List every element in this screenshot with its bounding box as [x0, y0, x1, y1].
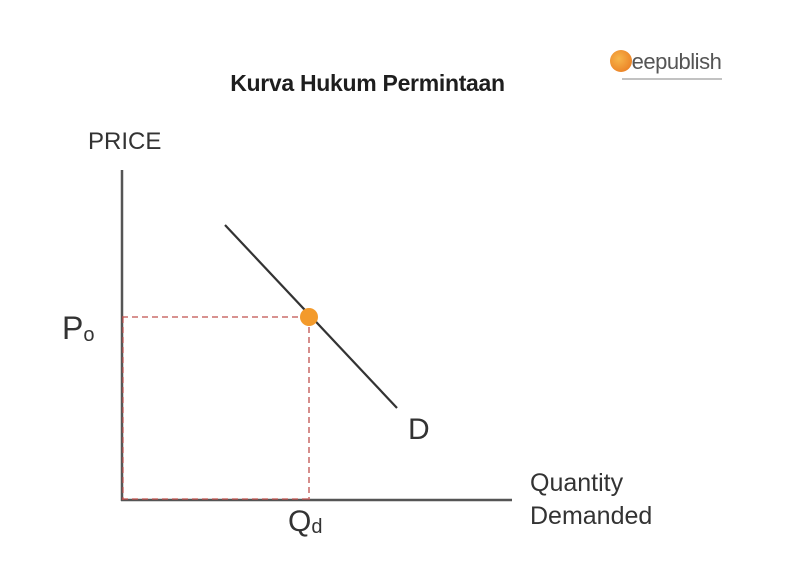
demand-curve-label: D — [408, 413, 430, 446]
logo-tagline — [622, 78, 722, 80]
y-axis-label: PRICE — [88, 128, 162, 155]
quantity-point-label: Qd — [288, 505, 322, 539]
x-axis-label-line2: Demanded — [530, 502, 653, 530]
x-axis-label: Quantity Demanded — [530, 467, 652, 533]
quantity-point-sub: d — [311, 516, 323, 538]
quantity-point-main: Q — [288, 505, 312, 538]
logo-circle-icon — [610, 50, 632, 72]
price-point-main: P — [62, 310, 84, 346]
price-point-label: Po — [62, 310, 94, 347]
logo-wordmark: eepublish — [626, 49, 722, 74]
equilibrium-point — [300, 308, 318, 326]
deepublish-logo: eepublish — [608, 48, 733, 84]
x-axis-label-line1: Quantity — [530, 469, 624, 497]
diagram-title: Kurva Hukum Permintaan — [230, 70, 505, 96]
price-point-sub: o — [83, 324, 95, 346]
